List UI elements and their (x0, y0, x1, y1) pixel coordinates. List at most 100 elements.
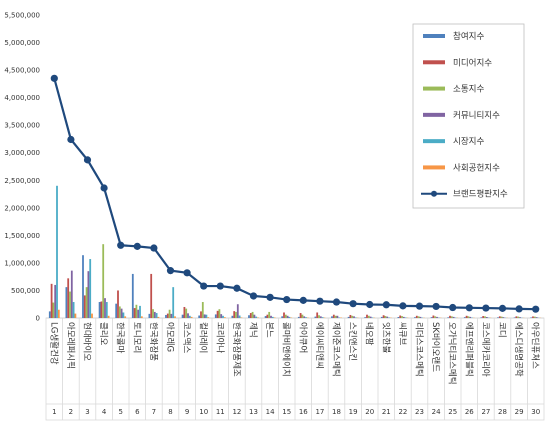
bar-시장지수 (222, 315, 224, 318)
bar-커뮤니티지수 (203, 314, 206, 318)
category-rank: 17 (315, 408, 324, 416)
line-point (266, 293, 274, 301)
bar-참여지수 (414, 317, 416, 318)
bar-미디어지수 (150, 273, 153, 318)
bar-소통지수 (367, 315, 370, 318)
category-name: 컬러레이 (198, 322, 209, 353)
bar-소통지수 (201, 302, 204, 318)
line-point (465, 304, 473, 312)
bar-사회공헌지수 (157, 316, 160, 318)
category-name: 한국콜마 (115, 322, 125, 353)
line-point (183, 269, 191, 277)
bar-사회공헌지수 (240, 317, 243, 318)
bar-커뮤니티지수 (236, 304, 239, 318)
category-rank: 3 (85, 408, 89, 416)
bar-사회공헌지수 (174, 316, 176, 318)
category-name: 에스디생명공학 (513, 322, 524, 377)
bar-미디어지수 (349, 314, 352, 318)
category-rank: 15 (282, 408, 291, 416)
bar-커뮤니티지수 (70, 270, 73, 318)
bar-참여지수 (281, 316, 284, 318)
bar-미디어지수 (117, 290, 119, 318)
bar-커뮤니티지수 (336, 315, 339, 318)
bar-커뮤니티지수 (54, 284, 57, 318)
line-point (233, 284, 241, 292)
bar-참여지수 (198, 315, 201, 318)
category-name: 아이큐어 (297, 322, 308, 353)
legend-label: 참여지수 (453, 31, 484, 42)
line-point (150, 244, 158, 252)
line-point (515, 305, 523, 313)
legend-label: 소통지수 (453, 85, 484, 95)
bar-참여지수 (513, 317, 516, 318)
bar-참여지수 (148, 313, 151, 318)
bar-시장지수 (338, 317, 341, 318)
bar-커뮤니티지수 (187, 313, 189, 318)
bar-참여지수 (397, 317, 400, 318)
bar-커뮤니티지수 (535, 317, 538, 318)
legend-label: 커뮤니티지수 (453, 110, 500, 121)
category-name: 코디 (497, 322, 507, 338)
bar-미디어지수 (283, 312, 285, 318)
bar-참여지수 (181, 314, 184, 318)
bar-소통지수 (284, 314, 287, 318)
bar-참여지수 (65, 287, 68, 318)
bar-커뮤니티지수 (220, 314, 223, 318)
bar-소통지수 (268, 311, 271, 318)
line-point (166, 267, 175, 275)
legend-swatch (423, 86, 445, 91)
category-name: 아모레퍼시픽 (65, 322, 76, 369)
bar-커뮤니티지수 (303, 316, 306, 318)
bar-커뮤니티지수 (452, 316, 455, 318)
bar-커뮤니티지수 (153, 311, 156, 318)
bar-미디어지수 (482, 316, 485, 318)
category-rank: 13 (249, 408, 258, 416)
category-rank: 14 (266, 408, 275, 416)
bar-시장지수 (139, 305, 141, 318)
bar-참여지수 (165, 314, 167, 318)
bar-커뮤니티지수 (436, 316, 438, 318)
line-point (415, 302, 424, 310)
category-name: 한국화장품 (148, 322, 159, 361)
bar-사회공헌지수 (124, 316, 127, 318)
y-tick-label: 2,000,000 (4, 204, 40, 212)
legend-swatch (423, 34, 445, 38)
bar-미디어지수 (183, 306, 186, 318)
category-rank: 18 (332, 408, 341, 416)
bar-커뮤니티지수 (286, 315, 289, 318)
bar-참여지수 (115, 303, 118, 318)
legend-swatch (423, 139, 445, 144)
category-name: 리더스코스메틱 (414, 322, 425, 377)
bar-시장지수 (122, 312, 125, 318)
legend-label: 사회공헌지수 (453, 163, 500, 173)
line-point (100, 184, 108, 192)
bar-커뮤니티지수 (469, 316, 472, 318)
category-name: 스킨앤스킨 (347, 322, 358, 361)
category-rank: 21 (382, 408, 391, 416)
category-rank: 8 (168, 408, 172, 416)
bar-참여지수 (214, 314, 217, 318)
bar-사회공헌지수 (74, 313, 77, 318)
legend-label: 미디어지수 (453, 57, 492, 68)
category-rank: 24 (432, 408, 441, 416)
bar-미디어지수 (432, 315, 435, 318)
bar-사회공헌지수 (257, 317, 259, 318)
line-point (249, 292, 258, 300)
bar-소통지수 (52, 302, 55, 318)
bar-시장지수 (56, 185, 58, 318)
category-name: 씨큐브 (397, 322, 407, 346)
bar-커뮤니티지수 (137, 309, 140, 318)
bar-미디어지수 (415, 315, 418, 318)
bar-참여지수 (380, 316, 383, 318)
line-point (498, 304, 507, 312)
bar-커뮤니티지수 (104, 298, 106, 318)
bar-소통지수 (384, 316, 387, 318)
bar-시장지수 (255, 316, 258, 318)
category-name: 코스메카코리아 (480, 322, 491, 377)
bar-참여지수 (364, 317, 367, 318)
category-rank: 27 (481, 408, 490, 416)
bar-미디어지수 (133, 308, 136, 318)
bar-시장지수 (321, 317, 324, 318)
line-point (83, 156, 92, 164)
